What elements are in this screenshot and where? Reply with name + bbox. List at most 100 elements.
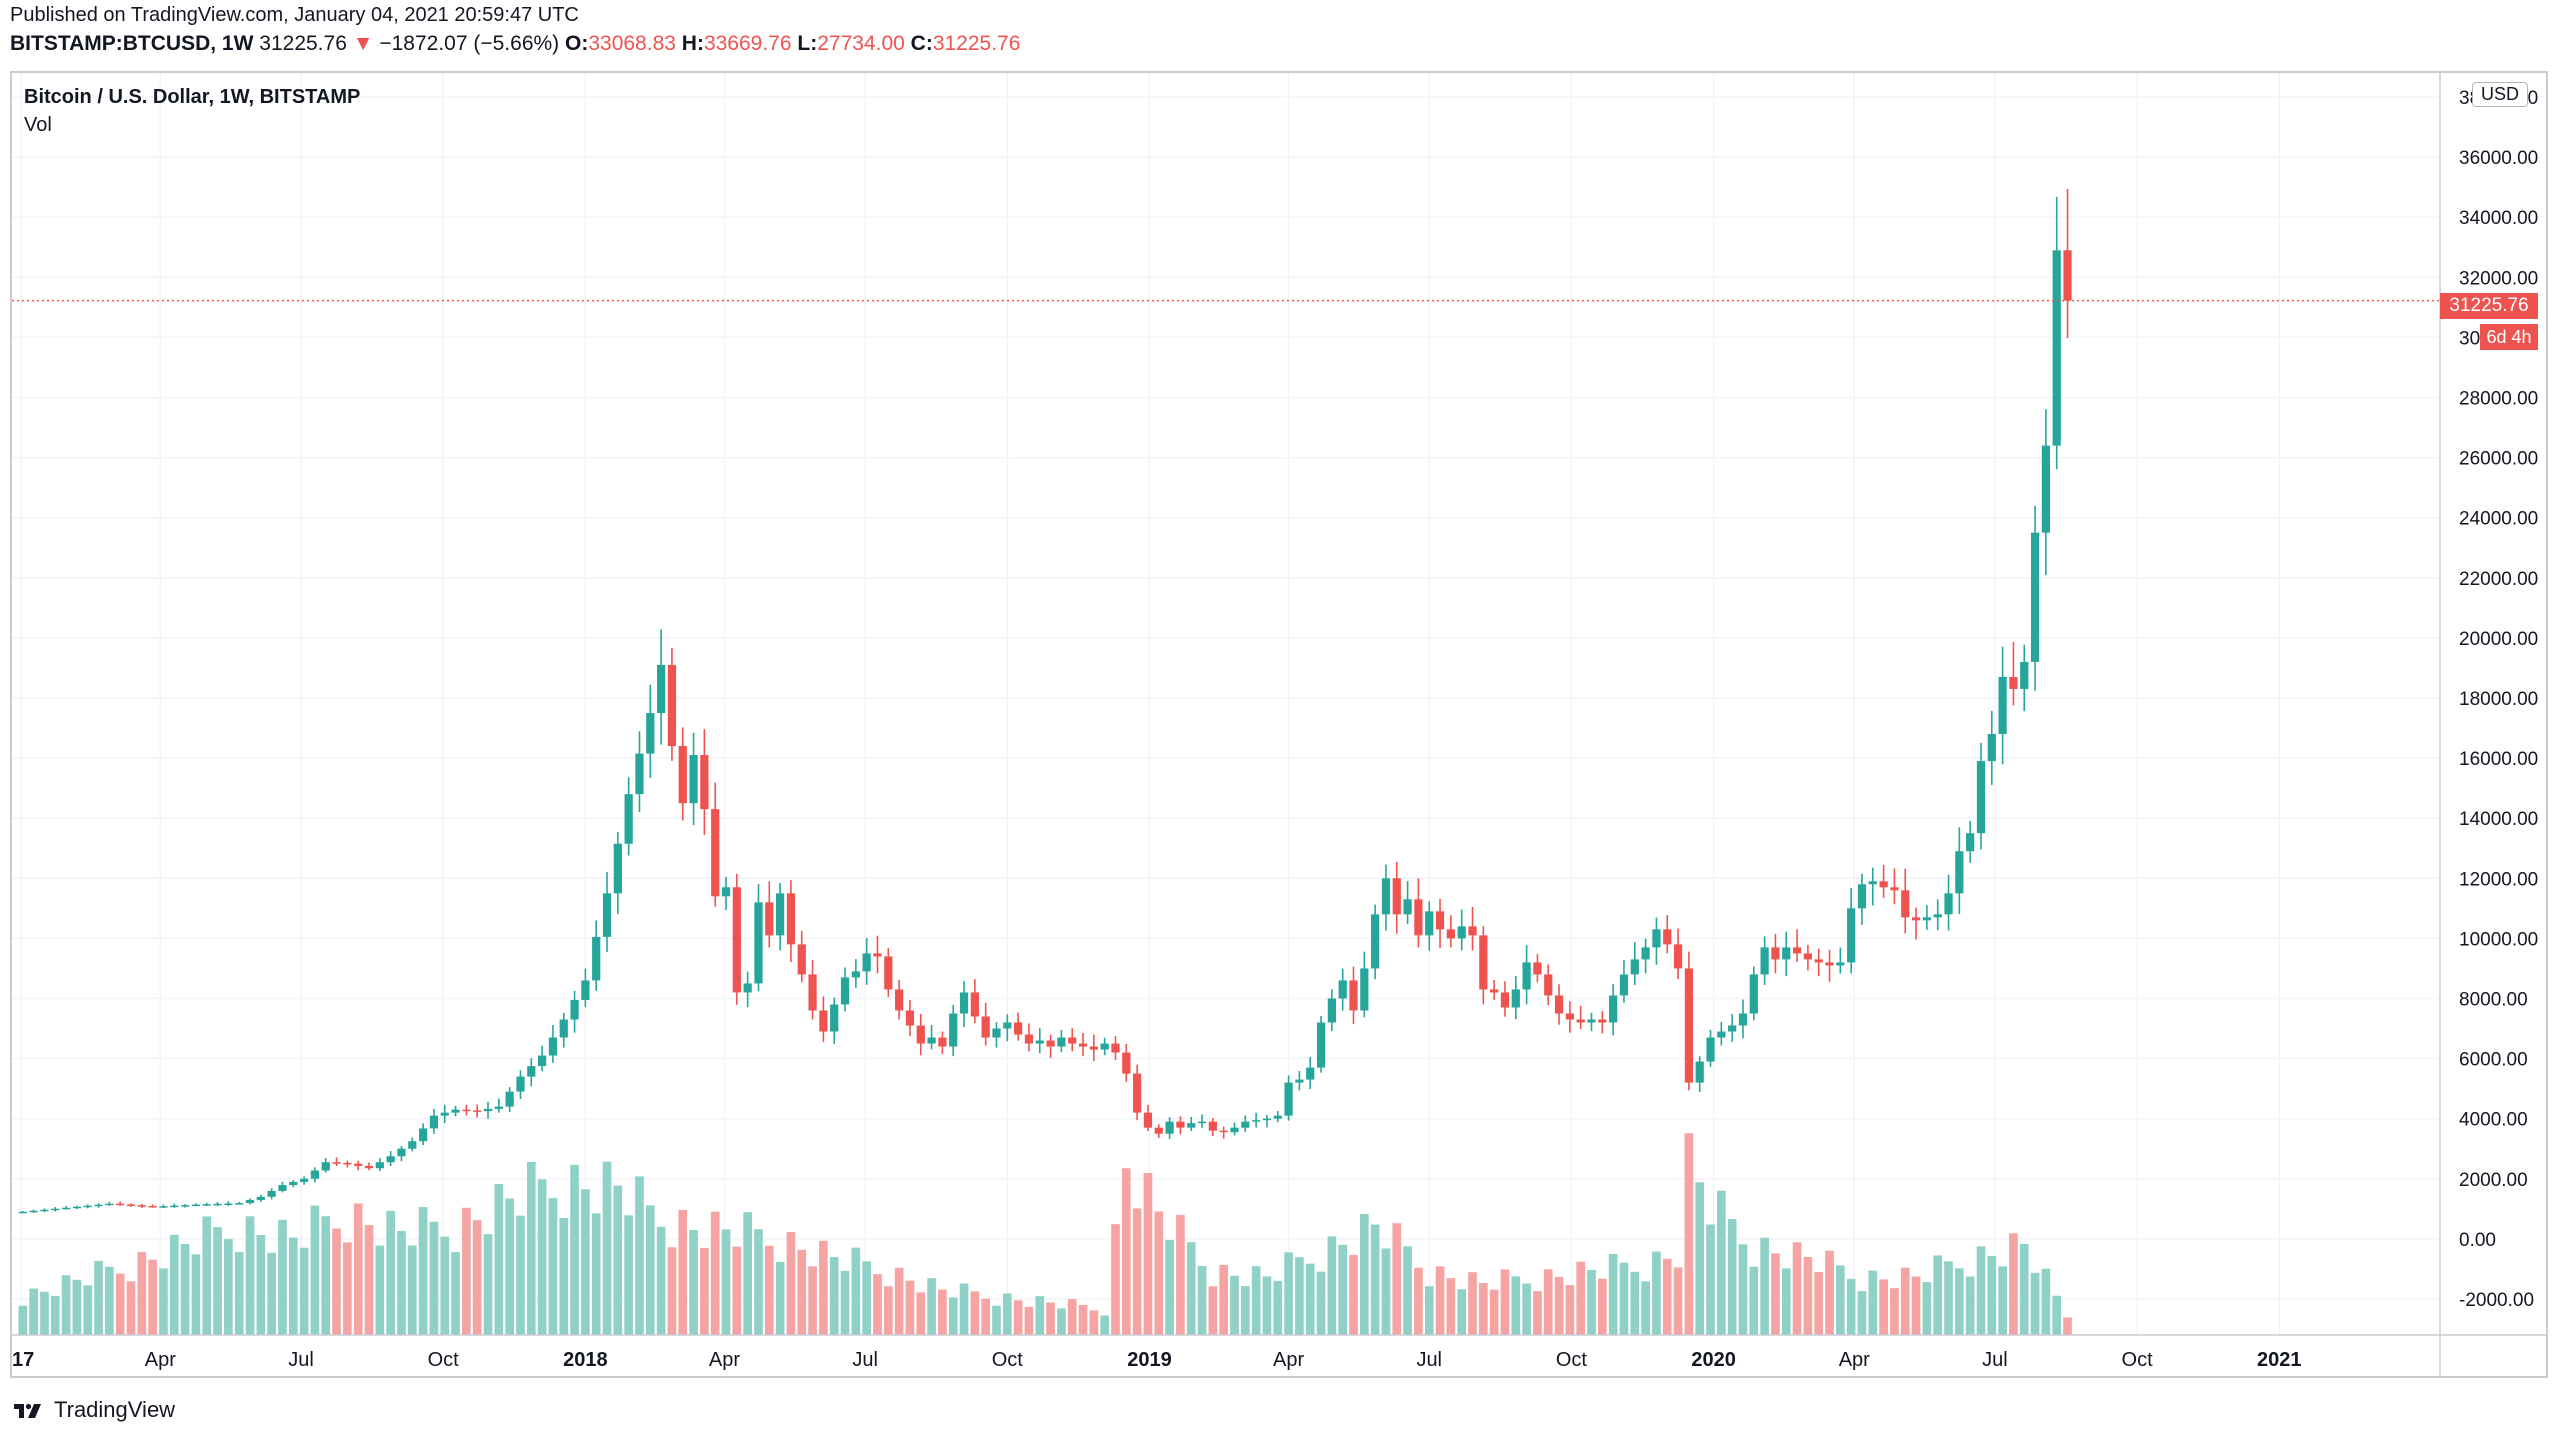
- candle-body: [2041, 445, 2051, 533]
- time-tick-label: Jul: [288, 1349, 314, 1371]
- volume-bar: [29, 1288, 38, 1335]
- candle-body: [191, 1204, 201, 1207]
- candle-body: [754, 902, 763, 984]
- volume-bar: [700, 1247, 709, 1335]
- volume-bar: [1706, 1224, 1715, 1335]
- candle-body: [1749, 974, 1758, 1014]
- candle-body: [732, 887, 741, 993]
- candle-body: [1803, 953, 1812, 960]
- volume-bar: [1186, 1242, 1196, 1335]
- volume-bar: [2052, 1295, 2062, 1335]
- legend-title: Bitcoin / U.S. Dollar, 1W, BITSTAMP: [24, 86, 361, 108]
- candle-body: [224, 1203, 233, 1205]
- volume-bar: [710, 1211, 720, 1335]
- volume-bar: [72, 1279, 82, 1335]
- volume-bar: [1803, 1257, 1813, 1335]
- volume-bar: [1652, 1251, 1661, 1335]
- time-tick-label: Oct: [2122, 1349, 2154, 1371]
- candle-body: [1230, 1127, 1239, 1133]
- candle-body: [18, 1211, 27, 1214]
- candle-body: [202, 1204, 211, 1206]
- candle-body: [527, 1066, 536, 1077]
- candle-body: [1457, 926, 1466, 939]
- volume-bar: [40, 1291, 49, 1335]
- candle-body: [1814, 959, 1823, 963]
- volume-bar: [310, 1205, 320, 1335]
- currency-button[interactable]: USD: [2472, 82, 2529, 107]
- legend-volume: Vol: [24, 114, 52, 136]
- volume-bar: [1262, 1276, 1272, 1335]
- candle-body: [1944, 893, 1953, 915]
- candle-body: [29, 1210, 38, 1213]
- volume-bar: [1111, 1224, 1120, 1335]
- volume-bar: [2030, 1272, 2040, 1335]
- volume-bar: [1316, 1271, 1326, 1335]
- volume-bar: [1533, 1291, 1542, 1335]
- volume-bar: [1749, 1266, 1759, 1335]
- candle-body: [354, 1163, 363, 1166]
- volume-bar: [440, 1236, 450, 1335]
- candle-body: [602, 893, 612, 937]
- candle-body: [808, 974, 817, 1011]
- volume-bar: [667, 1247, 677, 1335]
- volume-bar: [1511, 1276, 1521, 1335]
- candle-body: [1187, 1123, 1196, 1128]
- candle-body: [1089, 1046, 1098, 1050]
- candle-body: [386, 1156, 395, 1163]
- candle-body: [494, 1106, 503, 1109]
- time-tick-label: Jul: [852, 1349, 878, 1371]
- candle-body: [678, 746, 687, 804]
- candle-body: [884, 956, 893, 990]
- volume-bar: [1078, 1304, 1088, 1335]
- candle-body: [429, 1115, 439, 1129]
- volume-bar: [1944, 1261, 1953, 1335]
- volume-bar: [1576, 1261, 1586, 1335]
- price-tick-label: 24000.00: [2459, 509, 2538, 530]
- price-tick-label: 26000.00: [2459, 449, 2538, 470]
- candle-body: [1327, 998, 1336, 1023]
- volume-bar: [1251, 1266, 1261, 1335]
- volume-bar: [581, 1189, 590, 1335]
- candle-body: [916, 1025, 925, 1044]
- volume-bar: [916, 1292, 926, 1335]
- volume-bar: [1771, 1253, 1780, 1335]
- volume-bar: [1154, 1211, 1164, 1335]
- candle-body: [256, 1196, 265, 1200]
- volume-layer: [18, 1133, 2072, 1335]
- volume-bar: [645, 1205, 655, 1335]
- candle-body: [1414, 899, 1423, 936]
- volume-bar: [1392, 1223, 1402, 1335]
- candle-body: [105, 1203, 114, 1206]
- volume-bar: [288, 1237, 298, 1335]
- candle-body: [970, 992, 979, 1017]
- time-tick-label: Jul: [1982, 1349, 2008, 1371]
- candle-body: [905, 1010, 915, 1026]
- volume-bar: [115, 1273, 125, 1335]
- volume-bar: [1911, 1276, 1921, 1335]
- candle-body: [1771, 947, 1780, 960]
- candle-body: [2052, 250, 2061, 446]
- volume-bar: [1500, 1269, 1510, 1335]
- volume-bar: [483, 1234, 493, 1335]
- high-value: 33669.76: [703, 32, 792, 55]
- volume-bar: [213, 1227, 222, 1335]
- candle-body: [851, 971, 860, 978]
- candle-body: [1847, 908, 1856, 963]
- volume-bar: [148, 1259, 157, 1335]
- candle-body: [1652, 929, 1661, 948]
- candle-body: [213, 1203, 222, 1206]
- candle-body: [1760, 947, 1769, 975]
- volume-bar: [1240, 1286, 1250, 1335]
- volume-bar: [786, 1232, 796, 1335]
- volume-bar: [1100, 1315, 1110, 1335]
- symbol-name: BITSTAMP:BTCUSD, 1W: [10, 32, 254, 55]
- price-tick-label: 14000.00: [2459, 809, 2538, 830]
- high-label: H:: [681, 32, 704, 55]
- volume-bar: [1067, 1299, 1077, 1335]
- volume-bar: [732, 1246, 742, 1335]
- candle-body: [1338, 980, 1347, 999]
- volume-bar: [1121, 1168, 1131, 1335]
- tradingview-brand[interactable]: TradingView: [12, 1397, 175, 1423]
- tradingview-logo-icon: [14, 1403, 41, 1418]
